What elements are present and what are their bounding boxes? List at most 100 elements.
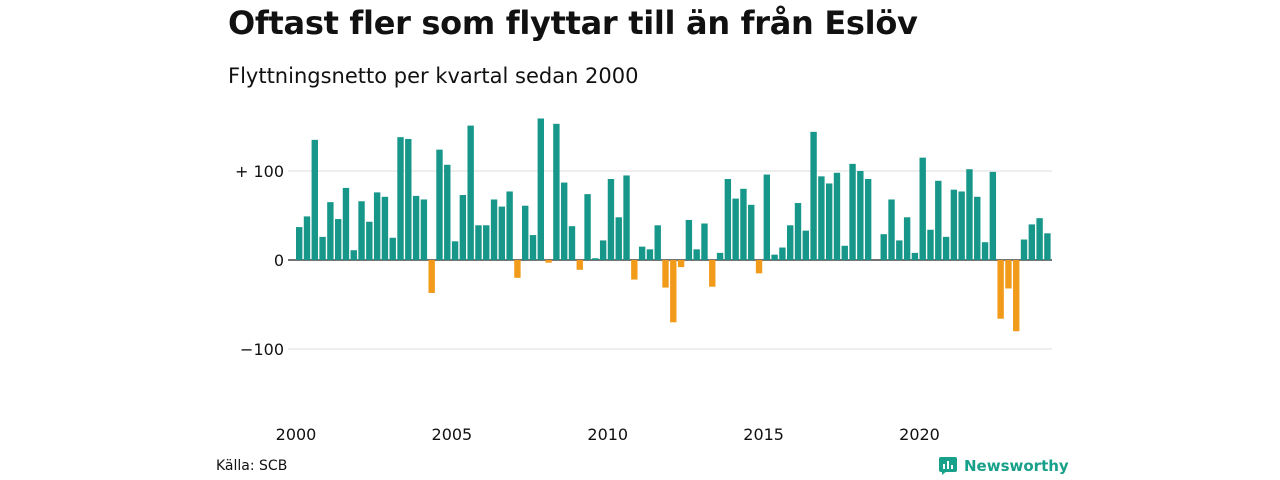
x-tick-label: 2005 (432, 425, 473, 444)
bar-positive (397, 137, 404, 260)
bar-positive (490, 199, 498, 260)
bar-positive (358, 201, 365, 260)
bar-positive (716, 252, 724, 260)
bar-positive (623, 175, 630, 260)
bar-positive (529, 235, 537, 260)
bar-negative (514, 260, 521, 278)
bar-positive (1028, 224, 1036, 260)
bar-positive (724, 179, 732, 260)
bar-positive (303, 216, 311, 260)
bar-negative (631, 260, 638, 280)
bar-positive (919, 157, 926, 260)
bar-positive (950, 189, 958, 260)
bar-positive (405, 138, 412, 260)
bar-negative (709, 260, 716, 287)
x-tick-label: 2015 (743, 425, 784, 444)
newsworthy-logo: Newsworthy (938, 456, 1069, 476)
bar-positive (685, 219, 693, 260)
bar-positive (701, 223, 708, 260)
bar-negative (662, 260, 669, 288)
bar-positive (522, 205, 529, 260)
bar-positive (888, 199, 895, 260)
newsworthy-icon (939, 457, 957, 475)
x-tick-label: 2020 (899, 425, 940, 444)
bar-positive (794, 203, 802, 260)
bar-positive (475, 225, 482, 260)
y-tick-label: + 100 (235, 162, 284, 181)
bar-negative (677, 260, 685, 268)
bar-positive (740, 188, 747, 260)
bar-positive (818, 176, 825, 260)
bar-negative (670, 260, 677, 323)
bar-positive (568, 226, 576, 260)
bar-positive (311, 139, 318, 260)
bar-positive (693, 249, 700, 260)
bar-positive (810, 131, 817, 260)
bar-positive (802, 230, 809, 260)
bar-positive (373, 192, 381, 260)
bar-positive (483, 225, 490, 260)
bar-positive (467, 125, 474, 260)
bar-positive (498, 206, 506, 260)
source-label: Källa: SCB (216, 458, 288, 474)
bar-positive (654, 225, 661, 260)
chart-subtitle: Flyttningsnetto per kvartal sedan 2000 (228, 64, 639, 88)
bar-positive (857, 171, 864, 260)
bar-positive (748, 204, 755, 260)
bar-positive (1036, 218, 1043, 260)
bar-positive (560, 182, 568, 260)
bar-positive (584, 194, 591, 260)
bar-positive (599, 240, 607, 260)
bar-positive (763, 174, 771, 260)
bar-negative (545, 260, 552, 263)
bar-positive (966, 169, 973, 260)
bar-negative (755, 260, 763, 274)
bar-positive (981, 242, 989, 260)
bar-positive (646, 249, 654, 260)
bar-negative (428, 260, 435, 293)
bar-positive (974, 196, 981, 260)
bar-negative (997, 260, 1004, 319)
bar-positive (942, 236, 950, 260)
bar-positive (319, 236, 326, 260)
bar-positive (537, 118, 544, 261)
bar-positive (833, 172, 841, 260)
bar-positive (1044, 233, 1051, 260)
bar-negative (1013, 260, 1020, 332)
bar-positive (334, 219, 342, 260)
bar-positive (849, 163, 856, 260)
bar-positive (958, 191, 965, 260)
bar-positive (638, 246, 646, 260)
y-tick-label: 0 (274, 251, 284, 270)
y-tick-label: −100 (240, 340, 284, 359)
bar-positive (506, 191, 513, 260)
chart-title: Oftast fler som flyttar till än från Esl… (228, 4, 918, 42)
x-tick-label: 2000 (276, 425, 317, 444)
bar-positive (864, 179, 872, 260)
bar-positive (927, 229, 934, 260)
bar-positive (366, 221, 373, 260)
bar-positive (459, 195, 467, 260)
bar-negative (576, 260, 583, 270)
bar-positive (787, 225, 794, 260)
bar-positive (342, 187, 350, 260)
bar-positive (903, 217, 911, 260)
bar-positive (989, 171, 997, 260)
bar-positive (607, 179, 615, 260)
bar-positive (451, 241, 459, 260)
x-tick-label: 2010 (587, 425, 628, 444)
bar-positive (389, 237, 396, 260)
bar-positive (935, 180, 942, 260)
bar-positive (350, 250, 357, 260)
bar-positive (896, 240, 903, 260)
bar-positive (1020, 239, 1028, 260)
bar-positive (615, 217, 622, 260)
bar-positive (732, 198, 739, 260)
bar-positive (841, 245, 848, 260)
bar-positive (880, 234, 887, 260)
bar-positive (327, 202, 334, 260)
bar-positive (825, 183, 833, 260)
bar-positive (592, 258, 599, 260)
bar-positive (381, 196, 389, 260)
